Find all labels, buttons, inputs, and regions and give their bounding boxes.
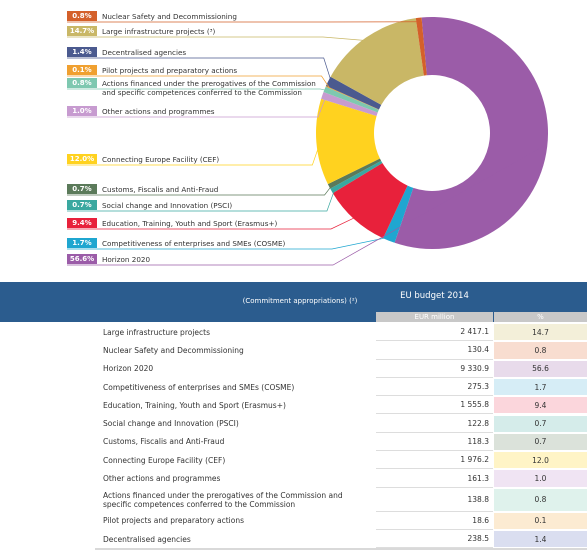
percent-cell: 0.7 bbox=[494, 415, 587, 432]
row-label: Actions financed under the prerogatives … bbox=[103, 490, 343, 509]
percent-cell: 14.7 bbox=[494, 324, 587, 341]
leader-line bbox=[67, 146, 544, 266]
donut-slice bbox=[383, 185, 414, 243]
leader-line bbox=[67, 75, 330, 89]
leader-line bbox=[67, 141, 321, 166]
amount-cell: 1 555.8 bbox=[376, 396, 493, 415]
percent-cell: 56.6 bbox=[494, 360, 587, 377]
table-header: (Commitment appropriations) (²) EU budge… bbox=[0, 282, 587, 322]
legend-label: Nuclear Safety and Decommissioning bbox=[102, 11, 237, 21]
legend-label: Decentralised agencies bbox=[102, 47, 187, 57]
legend-value: 0.1% bbox=[67, 65, 97, 75]
legend-label: Other actions and programmes bbox=[102, 106, 215, 116]
row-label: Decentralised agencies bbox=[103, 534, 191, 544]
row-label: Competitiveness of enterprises and SMEs … bbox=[103, 382, 295, 392]
group-header: EU budget 2014 bbox=[400, 291, 469, 301]
legend-label: Pilot projects and preparatory actions bbox=[102, 65, 238, 75]
percent-cell: 0.8 bbox=[494, 342, 587, 359]
leader-line bbox=[67, 36, 369, 42]
legend-label: Education, Training, Youth and Sport (Er… bbox=[102, 218, 278, 228]
leader-line bbox=[67, 184, 333, 196]
table-caption: (Commitment appropriations) (²) bbox=[242, 297, 358, 305]
column-header: % bbox=[494, 312, 587, 322]
donut-slice bbox=[330, 18, 424, 105]
percent-cell: 1.4 bbox=[494, 531, 587, 548]
percent-cell: 12.0 bbox=[494, 452, 587, 469]
amount-cell: 118.3 bbox=[376, 433, 493, 452]
percent-cell: 0.1 bbox=[494, 512, 587, 529]
legend-value: 1.4% bbox=[67, 47, 97, 57]
amount-cell: 161.3 bbox=[376, 469, 493, 488]
amount-cell: 2 417.1 bbox=[376, 323, 493, 342]
percent-cell: 1.7 bbox=[494, 378, 587, 396]
row-label: Connecting Europe Facility (CEF) bbox=[103, 455, 226, 465]
row-label: Customs, Fiscalis and Anti-Fraud bbox=[103, 437, 225, 447]
donut-chart bbox=[67, 16, 549, 266]
amount-cell: 122.8 bbox=[376, 415, 493, 433]
legend-label: Social change and Innovation (PSCI) bbox=[102, 200, 233, 210]
donut-slice bbox=[330, 160, 383, 194]
legend-label: Horizon 2020 bbox=[102, 254, 151, 264]
percent-cell: 9.4 bbox=[494, 397, 587, 414]
legend-value: 0.8% bbox=[67, 78, 97, 88]
leader-line bbox=[67, 57, 333, 84]
leader-line bbox=[67, 236, 391, 250]
legend-value: 1.7% bbox=[67, 238, 97, 248]
row-label: Education, Training, Youth and Sport (Er… bbox=[103, 400, 286, 410]
amount-cell: 9 330.9 bbox=[376, 360, 493, 378]
donut-slice bbox=[325, 76, 382, 110]
donut-slice bbox=[415, 17, 427, 76]
legend-value: 0.7% bbox=[67, 184, 97, 194]
legend-value: 0.7% bbox=[67, 200, 97, 210]
leader-line bbox=[67, 88, 329, 92]
legend-value: 12.0% bbox=[67, 154, 97, 164]
legend-value: 14.7% bbox=[67, 26, 97, 36]
percent-cell: 0.7 bbox=[494, 433, 587, 451]
donut-slice bbox=[327, 158, 382, 189]
donut-slice bbox=[321, 91, 378, 116]
row-label: Other actions and programmes bbox=[103, 474, 221, 484]
row-label: Large infrastructure projects bbox=[103, 327, 210, 337]
percent-cell: 1.0 bbox=[494, 470, 587, 487]
donut-slice bbox=[394, 16, 549, 249]
row-label: Social change and Innovation (PSCI) bbox=[103, 419, 239, 429]
legend-value: 1.0% bbox=[67, 106, 97, 116]
legend-label: Connecting Europe Facility (CEF) bbox=[102, 154, 220, 164]
row-label: Horizon 2020 bbox=[103, 364, 154, 374]
legend-value: 0.8% bbox=[67, 11, 97, 21]
row-label: Pilot projects and preparatory actions bbox=[103, 516, 245, 526]
amount-cell: 275.3 bbox=[376, 378, 493, 397]
column-header: EUR million bbox=[376, 312, 493, 322]
amount-cell: 130.4 bbox=[376, 341, 493, 360]
row-label: Nuclear Safety and Decommissioning bbox=[103, 345, 244, 355]
legend-label: Large infrastructure projects (³) bbox=[102, 26, 216, 36]
legend-label: Competitiveness of enterprises and SMEs … bbox=[102, 238, 286, 248]
leader-line bbox=[67, 216, 358, 230]
amount-cell: 18.6 bbox=[376, 512, 493, 530]
amount-cell: 238.5 bbox=[376, 530, 493, 549]
amount-cell: 1 976.2 bbox=[376, 451, 493, 470]
total-row bbox=[95, 548, 587, 550]
leader-line bbox=[67, 96, 327, 118]
donut-slice bbox=[332, 163, 408, 239]
donut-slice bbox=[316, 98, 380, 185]
legend-label: Actions financed under the prerogatives … bbox=[102, 78, 316, 97]
leader-line bbox=[67, 188, 336, 212]
amount-cell: 138.8 bbox=[376, 488, 493, 512]
percent-cell: 0.8 bbox=[494, 488, 587, 511]
legend-label: Customs, Fiscalis and Anti-Fraud bbox=[102, 184, 219, 194]
donut-slice bbox=[323, 86, 379, 113]
legend-value: 56.6% bbox=[67, 254, 97, 264]
legend-value: 9.4% bbox=[67, 218, 97, 228]
donut-slice bbox=[325, 85, 379, 110]
